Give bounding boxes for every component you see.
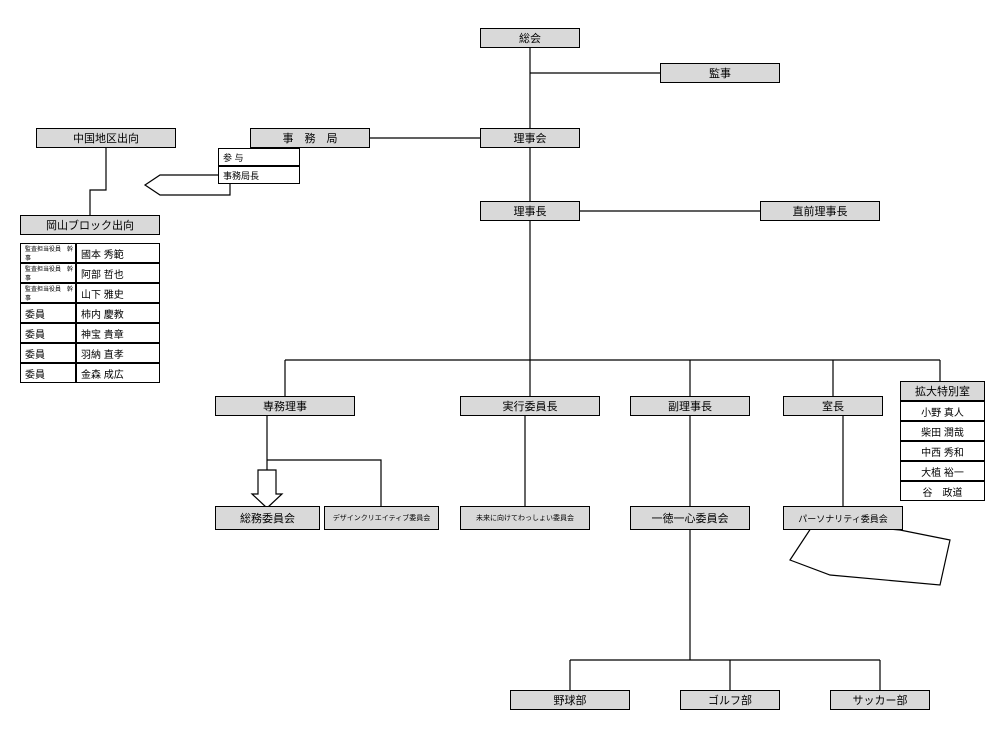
- okayama-name-1: 阿部 哲也: [76, 263, 160, 283]
- okayama-name-4: 神宝 貴章: [76, 323, 160, 343]
- node-soumu: 総務委員会: [215, 506, 320, 530]
- node-mirai: 未来に向けてわっしょい委員会: [460, 506, 590, 530]
- kakudai-member-2: 中西 秀和: [900, 441, 985, 461]
- edge-senmu-design: [267, 460, 381, 506]
- node-design: デザインクリエイティブ委員会: [324, 506, 439, 530]
- node-fukurijicho: 副理事長: [630, 396, 750, 416]
- node-rijicho: 理事長: [480, 201, 580, 221]
- okayama-name-5: 羽納 直孝: [76, 343, 160, 363]
- node-ittoku: 一徳一心委員会: [630, 506, 750, 530]
- kakudai-member-4: 谷 政道: [900, 481, 985, 501]
- okayama-name-0: 國本 秀範: [76, 243, 160, 263]
- node-rijikai: 理事会: [480, 128, 580, 148]
- kakudai-member-1: 柴田 潤哉: [900, 421, 985, 441]
- okayama-role-4: 委員: [20, 323, 76, 343]
- okayama-name-2: 山下 雅史: [76, 283, 160, 303]
- node-jimukyoku: 事 務 局: [250, 128, 370, 148]
- shape-2: [790, 522, 950, 585]
- node-kanji: 監事: [660, 63, 780, 83]
- node-yakyu: 野球部: [510, 690, 630, 710]
- node-chokuzen: 直前理事長: [760, 201, 880, 221]
- okayama-role-2: 監査担当役員 幹事: [20, 283, 76, 303]
- shape-1: [252, 470, 282, 508]
- okayama-role-5: 委員: [20, 343, 76, 363]
- node-shitsucho: 室長: [783, 396, 883, 416]
- node-soccer: サッカー部: [830, 690, 930, 710]
- node-senmu: 専務理事: [215, 396, 355, 416]
- kakudai-member-3: 大植 裕一: [900, 461, 985, 481]
- node-golf: ゴルフ部: [680, 690, 780, 710]
- okayama-role-1: 監査担当役員 幹事: [20, 263, 76, 283]
- okayama-role-3: 委員: [20, 303, 76, 323]
- node-chugoku: 中国地区出向: [36, 128, 176, 148]
- edge-chugoku-okayama: [90, 148, 106, 215]
- node-sanyo: 参 与: [218, 148, 300, 166]
- okayama-role-6: 委員: [20, 363, 76, 383]
- kakudai-member-0: 小野 真人: [900, 401, 985, 421]
- node-kakudai: 拡大特別室: [900, 381, 985, 401]
- okayama-name-3: 柿内 慶教: [76, 303, 160, 323]
- okayama-name-6: 金森 成広: [76, 363, 160, 383]
- node-okayama: 岡山ブロック出向: [20, 215, 160, 235]
- node-personality: パーソナリティ委員会: [783, 506, 903, 530]
- okayama-role-0: 監査担当役員 幹事: [20, 243, 76, 263]
- node-jimukyokucho: 事務局長: [218, 166, 300, 184]
- node-jikko: 実行委員長: [460, 396, 600, 416]
- node-sokai: 総会: [480, 28, 580, 48]
